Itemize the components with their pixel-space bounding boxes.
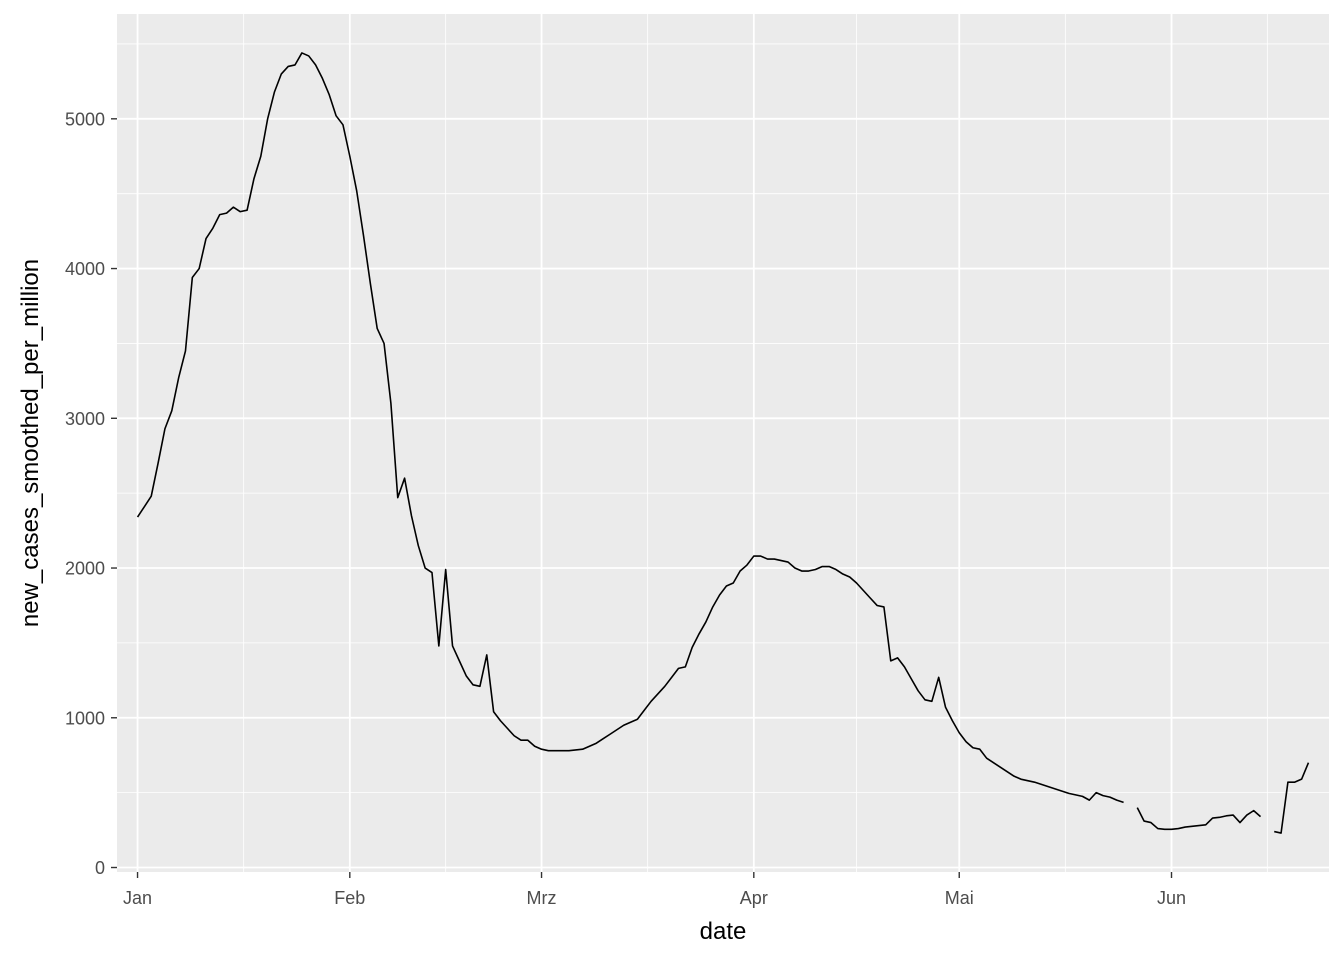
x-tick-label: Jun: [1157, 888, 1186, 908]
minor-gridlines: [117, 14, 1329, 872]
x-tick-label: Jan: [123, 888, 152, 908]
y-tick-label: 3000: [65, 409, 105, 429]
x-tick-label: Feb: [334, 888, 365, 908]
y-tick-label: 5000: [65, 109, 105, 129]
y-axis: 0 1000 2000 3000 4000 5000: [65, 109, 117, 878]
series-layer: [136, 52, 1310, 834]
y-tick-label: 2000: [65, 559, 105, 579]
x-tick-label: Apr: [740, 888, 768, 908]
y-tick-label: 4000: [65, 259, 105, 279]
series-line-segment: [1136, 807, 1262, 831]
x-tick-label: Mrz: [527, 888, 557, 908]
plot-panel: [117, 14, 1329, 872]
y-tick-label: 1000: [65, 708, 105, 728]
series-line-segment: [136, 52, 1124, 804]
major-gridlines: [117, 14, 1329, 872]
y-axis-title: new_cases_smoothed_per_million: [17, 259, 44, 627]
y-tick-label: 0: [95, 858, 105, 878]
x-axis: Jan Feb Mrz Apr Mai Jun: [123, 872, 1186, 908]
x-axis-title: date: [700, 918, 747, 945]
series-line-segment: [1274, 762, 1310, 834]
x-tick-label: Mai: [945, 888, 974, 908]
